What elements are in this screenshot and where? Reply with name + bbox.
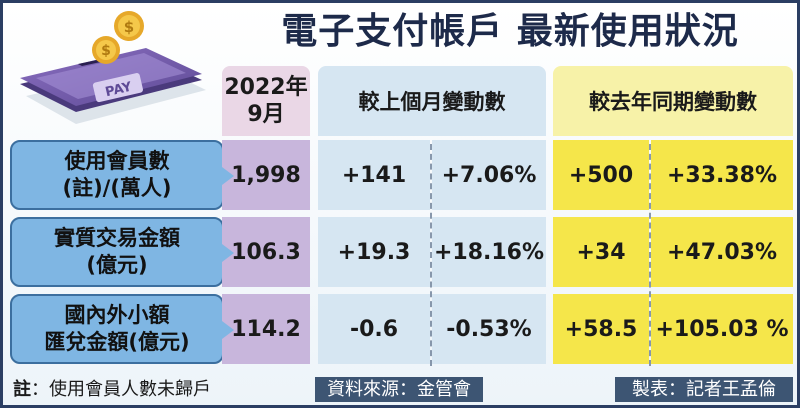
header-date: 2022年 9月 (222, 66, 310, 136)
cell-mom-pct: -0.53% (432, 294, 546, 364)
row-label-line1: 實質交易金額 (54, 226, 180, 250)
cell-mom-abs: -0.6 (318, 294, 430, 364)
cell-value: 1,998 (222, 140, 310, 210)
row-label-transactions: 實質交易金額 (億元) (10, 217, 238, 287)
row-label-remittance: 國內外小額 匯兌金額(億元) (10, 294, 238, 364)
page-title: 電子支付帳戶 最新使用狀況 (281, 10, 739, 52)
svg-text:$: $ (101, 43, 111, 59)
coin-icon: $ (92, 36, 120, 64)
cell-yoy-abs: +34 (553, 217, 649, 287)
cell-mom-pct: +7.06% (432, 140, 546, 210)
header-month-change: 較上個月變動數 (318, 66, 546, 136)
cell-value: 114.2 (222, 294, 310, 364)
coin-icon: $ (114, 11, 144, 41)
cell-yoy-pct: +33.38% (651, 140, 793, 210)
header-date-month: 9月 (247, 102, 285, 127)
divider (649, 144, 651, 366)
footnote-mark: 註 (13, 379, 31, 400)
row-label-line1: 使用會員數 (64, 149, 170, 173)
payment-phone-illustration: PAY $ $ (20, 11, 206, 124)
cell-yoy-pct: +105.03 % (651, 294, 793, 364)
footnote-text: ：使用會員人數未歸戶 (31, 379, 211, 400)
data-source: 資料來源：金管會 (315, 377, 483, 402)
pay-badge-text: PAY (104, 80, 134, 101)
cell-value: 106.3 (222, 217, 310, 287)
cell-mom-abs: +141 (318, 140, 430, 210)
row-label-members: 使用會員數 (註)/(萬人) (10, 140, 238, 210)
row-label-line1: 國內外小額 (64, 303, 170, 327)
row-label-line2: (億元) (86, 253, 148, 277)
chart-credit: 製表：記者王孟倫 (615, 377, 793, 402)
header-year-change: 較去年同期變動數 (553, 66, 793, 136)
cell-yoy-abs: +500 (553, 140, 649, 210)
cell-yoy-pct: +47.03% (651, 217, 793, 287)
footnote: 註：使用會員人數未歸戶 (13, 374, 211, 405)
svg-text:$: $ (124, 18, 134, 36)
cell-yoy-abs: +58.5 (553, 294, 649, 364)
divider (430, 144, 432, 366)
cell-mom-abs: +19.3 (318, 217, 430, 287)
header-date-year: 2022年 (224, 75, 308, 100)
footer: 註：使用會員人數未歸戶 資料來源：金管會 製表：記者王孟倫 (3, 374, 797, 405)
row-label-line2: 匯兌金額(億元) (44, 330, 190, 354)
row-label-line2: (註)/(萬人) (62, 176, 172, 200)
cell-mom-pct: +18.16% (432, 217, 546, 287)
